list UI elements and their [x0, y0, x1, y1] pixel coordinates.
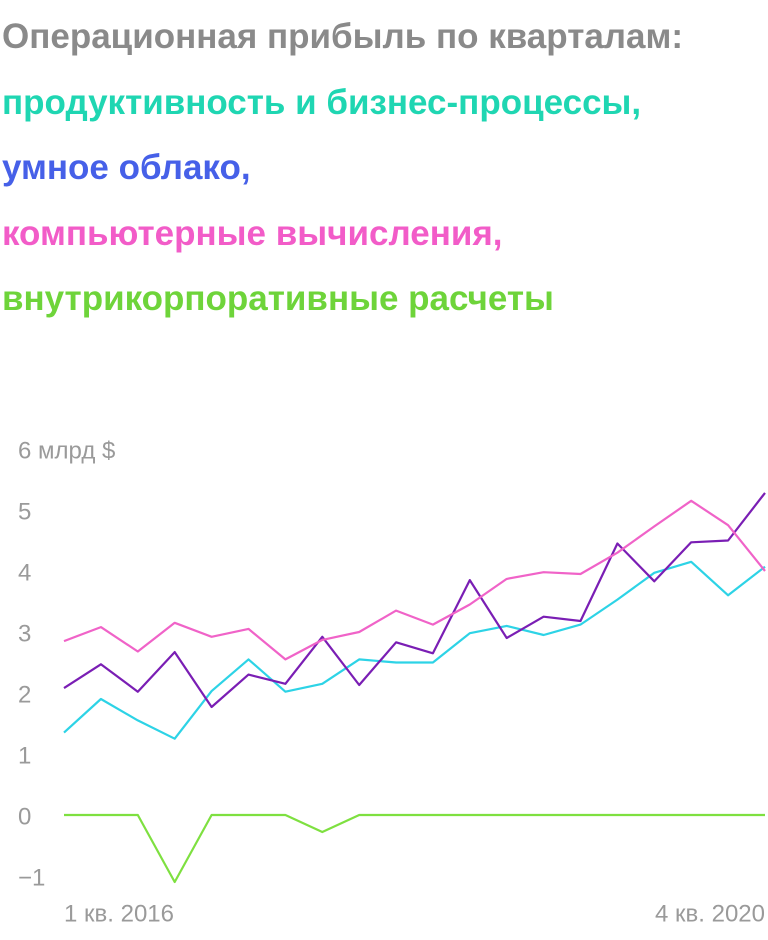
legend-entry: продуктивность и бизнес-процессы,	[2, 82, 642, 122]
legend-entry: умное облако,	[2, 148, 251, 187]
series-line	[64, 813, 765, 884]
x-tick-label: 4 кв. 2020	[655, 900, 765, 927]
y-tick-label: 6 млрд $	[18, 437, 115, 464]
chart-title: Операционная прибыль по кварталам:	[2, 17, 684, 56]
title-block: Операционная прибыль по кварталам: проду…	[2, 4, 762, 332]
y-tick-label: 4	[18, 559, 31, 586]
y-tick-label: 0	[18, 803, 31, 830]
y-tick-label: 2	[18, 681, 31, 708]
y-tick-label: 5	[18, 498, 31, 525]
y-tick-label: −1	[18, 864, 45, 891]
y-tick-label: 3	[18, 620, 31, 647]
legend-entry: внутрикорпоративные расчеты	[2, 279, 554, 318]
series-line	[63, 499, 766, 661]
x-tick-label: 1 кв. 2016	[64, 900, 174, 927]
y-tick-label: 1	[18, 742, 31, 769]
series-line	[63, 560, 766, 740]
series-line	[63, 492, 766, 709]
legend-entry: компьютерные вычисления,	[2, 213, 503, 253]
